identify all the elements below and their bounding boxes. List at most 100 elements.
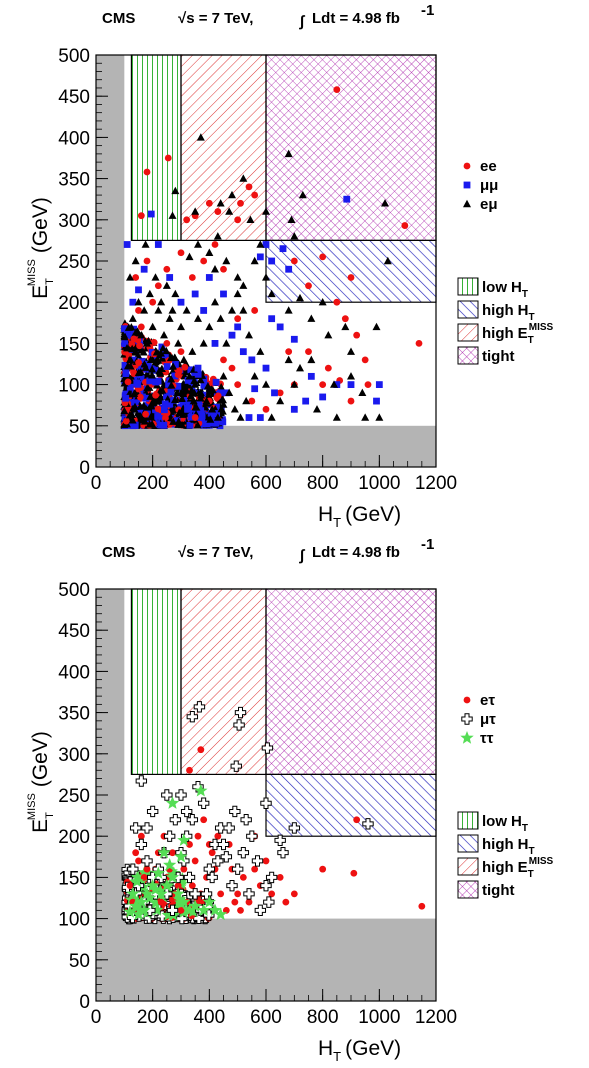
lumi-exponent: -1 [421, 2, 434, 19]
blob-point [136, 393, 144, 401]
data-point [362, 818, 374, 830]
data-point [151, 866, 165, 879]
legend-region-label: high ETMISS [482, 322, 554, 346]
data-point [265, 871, 278, 884]
data-point [245, 898, 253, 906]
blob-point [124, 892, 138, 906]
data-point [202, 396, 211, 405]
data-point [131, 256, 140, 265]
data-point [262, 380, 270, 388]
data-point [131, 347, 140, 355]
data-point [143, 257, 151, 265]
data-point [263, 896, 275, 908]
data-point [129, 298, 137, 306]
y-tick-label: 100 [58, 910, 90, 931]
data-point [251, 855, 264, 867]
blob-point [149, 896, 163, 909]
data-point [140, 306, 149, 314]
y-tick-label: 50 [69, 951, 90, 972]
legend-series-item: μμ [463, 177, 498, 194]
legend-series-label: ττ [480, 730, 494, 747]
data-point [194, 783, 208, 797]
data-point [276, 874, 284, 881]
data-point [143, 339, 151, 347]
data-point [202, 895, 216, 908]
data-point [233, 273, 242, 281]
data-point [165, 870, 180, 884]
data-point [223, 822, 235, 834]
blob-point [192, 403, 201, 411]
data-point [180, 805, 193, 818]
blob-point [171, 372, 179, 380]
blob-point [217, 404, 226, 413]
legend-series-item: eμ [463, 196, 498, 213]
data-point [143, 865, 151, 873]
data-point [146, 878, 160, 892]
data-point [123, 241, 131, 248]
blob-point [121, 361, 129, 369]
blob-point [131, 398, 139, 406]
data-point [180, 830, 193, 842]
data-point [213, 232, 222, 240]
blob-point [184, 405, 191, 413]
data-point [132, 274, 140, 281]
blob-point [193, 421, 202, 429]
data-point [130, 874, 144, 888]
data-point [279, 245, 287, 253]
data-point [162, 281, 171, 289]
data-point [415, 340, 423, 347]
data-point [211, 241, 219, 248]
data-point [287, 215, 296, 223]
blob-point [143, 402, 151, 409]
data-point [237, 846, 250, 859]
integral-symbol: ∫ [299, 13, 306, 30]
data-point [262, 405, 270, 413]
data-point [177, 249, 185, 257]
blob-point [167, 381, 176, 389]
data-point [137, 323, 145, 331]
data-point [129, 899, 143, 912]
data-point [256, 253, 264, 261]
data-point [237, 199, 244, 207]
blob-point [179, 400, 187, 408]
data-point [146, 871, 159, 884]
lumi-exponent: -1 [421, 536, 434, 553]
data-point [179, 355, 188, 364]
x-axis-label: HT (GeV) [318, 503, 401, 530]
data-point [217, 890, 225, 898]
x-tick-label: 1200 [415, 1007, 457, 1028]
blob-point [154, 413, 162, 420]
y-tick-label: 250 [58, 786, 90, 807]
data-point [191, 207, 200, 215]
blob-point [181, 363, 189, 371]
experiment-label: CMS [102, 10, 135, 27]
data-point [163, 340, 171, 347]
blob-point [141, 363, 150, 371]
blob-point [124, 323, 133, 331]
y-tick-label: 150 [58, 334, 90, 355]
energy-label: √s = 7 TeV, [178, 544, 253, 561]
data-point [157, 845, 171, 859]
data-point [401, 222, 409, 229]
blob-point [209, 419, 216, 427]
legend-swatch [457, 834, 479, 853]
data-point [164, 154, 172, 162]
data-point [228, 306, 236, 314]
data-point [307, 355, 316, 364]
data-point [208, 849, 216, 857]
data-point [148, 882, 163, 896]
data-point [251, 307, 259, 314]
blob-point [152, 391, 160, 399]
data-point [246, 830, 258, 842]
legend-region-item: high ETMISS [457, 322, 554, 346]
data-point [157, 898, 165, 906]
data-point [186, 711, 199, 723]
data-point [226, 879, 238, 892]
data-point [140, 265, 148, 273]
data-point [222, 339, 231, 347]
blob-point [203, 420, 211, 428]
data-point [347, 381, 355, 388]
data-point [256, 347, 265, 355]
data-point [154, 241, 162, 248]
data-point [302, 397, 310, 405]
